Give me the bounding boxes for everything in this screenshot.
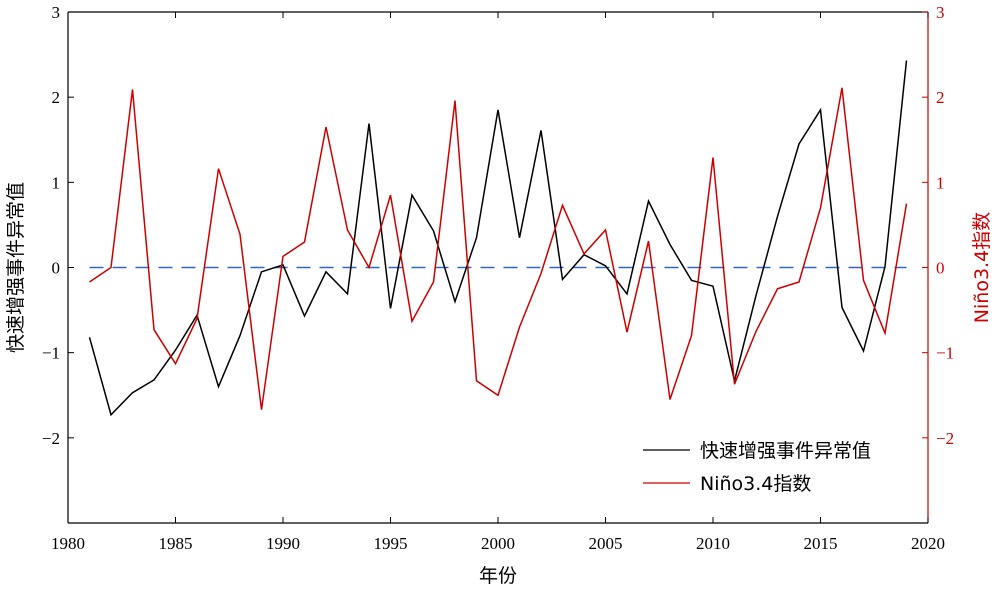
left-y-tick-label: −1 [42,344,60,363]
left-y-tick-label: −2 [42,429,60,448]
legend-label-rapid-intensification: 快速增强事件异常值 [700,440,871,462]
ticks-layer [67,11,929,523]
left-y-tick-label: 0 [52,259,61,278]
left-y-tick-label: 1 [52,173,61,192]
series-line-rapid-intensification [88,60,908,417]
x-tick-label: 1980 [51,534,85,553]
x-axis-title: 年份 [479,565,517,587]
right-y-axis-title: Niño3.4指数 [971,212,993,323]
x-tick-label: 1990 [266,534,300,553]
legend: 快速增强事件异常值 Niño3.4指数 [643,440,871,495]
series-line-nino34 [89,87,908,410]
x-tick-label: 2000 [481,534,515,553]
right-y-tick-label: 3 [936,3,945,22]
x-tick-label: 2020 [911,534,945,553]
right-y-tick-label: 0 [936,259,945,278]
x-tick-label: 1985 [159,534,193,553]
x-tick-label: 2015 [804,534,838,553]
x-tick-label: 2005 [589,534,623,553]
series-layer [88,60,908,417]
right-y-tick-label: 1 [936,173,945,192]
right-y-tick-label: 2 [936,88,945,107]
right-y-tick-label: −1 [936,344,954,363]
right-y-tick-label: −2 [936,429,954,448]
left-y-tick-label: 3 [52,3,61,22]
left-y-axis-title: 快速增强事件异常值 [5,182,27,353]
labels-layer: 1980 1985 1990 1995 2000 2005 2010 2015 2020−2−1… [42,3,954,553]
x-tick-label: 2010 [696,534,730,553]
legend-label-nino34: Niño3.4指数 [700,473,811,495]
x-tick-label: 1995 [374,534,408,553]
left-y-tick-label: 2 [52,88,61,107]
